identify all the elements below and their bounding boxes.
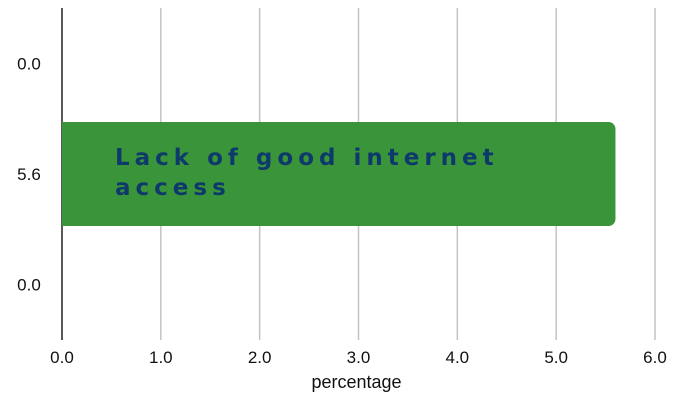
y-tick-label: 5.6 (17, 165, 41, 184)
x-tick-label: 2.0 (248, 348, 272, 367)
x-tick-labels: 0.0 1.0 2.0 3.0 4.0 5.0 6.0 (50, 348, 667, 367)
x-tick-label: 1.0 (149, 348, 173, 367)
y-tick-labels: 0.0 5.6 0.0 (17, 54, 41, 294)
x-axis-title: percentage (311, 372, 401, 392)
bar-edge (62, 122, 72, 226)
x-tick-label: 5.0 (544, 348, 568, 367)
x-tick-label: 6.0 (643, 348, 667, 367)
y-tick-label: 0.0 (17, 54, 41, 73)
bar-label: Lack of good internet access (115, 145, 499, 201)
y-tick-label: 0.0 (17, 276, 41, 295)
bar (62, 122, 616, 226)
x-tick-label: 4.0 (446, 348, 470, 367)
x-tick-label: 3.0 (347, 348, 371, 367)
x-tick-label: 0.0 (50, 348, 74, 367)
bars: Lack of good internet access (62, 122, 616, 226)
